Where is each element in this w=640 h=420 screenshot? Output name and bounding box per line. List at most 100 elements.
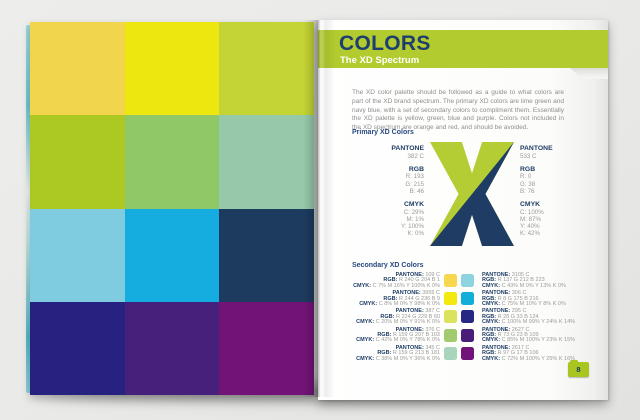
spec-value: 2617 C	[511, 344, 530, 351]
spec-label: PANTONE:	[395, 344, 424, 351]
palette-tile	[124, 208, 220, 302]
palette-tile	[219, 22, 314, 116]
spec-value: R 244 G 236 B 9	[399, 295, 440, 302]
spec-label: CMYK:	[482, 301, 501, 308]
spec-value: R: 193	[405, 173, 424, 181]
primary-spec-navy: PANTONE 533 C RGB R: 0 G: 38 B: 76 CMYK …	[520, 142, 592, 246]
spec-value: M: 87%	[520, 215, 541, 223]
spec-value: C 43% M 0% Y 13% K 0%	[501, 282, 566, 289]
spec-label: RGB	[408, 165, 424, 173]
spec-value: C 38% M 0% Y 36% K 0%	[375, 355, 440, 362]
palette-tile	[219, 301, 314, 395]
spec-value: R: 0	[520, 173, 532, 181]
spec-value: C: 100%	[520, 208, 544, 216]
secondary-spec: PANTONE: 2617 C RGB: R 97 G 17 B 106 CMY…	[482, 344, 592, 362]
spec-value: R 159 G 213 B 181	[392, 350, 440, 357]
secondary-spec: PANTONE: 3955 C RGB: R 244 G 236 B 9 CMY…	[338, 290, 440, 308]
spec-value: G: 215	[405, 180, 424, 188]
spec-value: R 73 G 23 B 109	[497, 332, 539, 339]
spec-value: C 7% M 16% Y 100% K 0%	[372, 282, 440, 289]
xd-x-logo	[430, 142, 514, 246]
spec-label: CMYK	[520, 201, 541, 208]
color-swatch	[444, 292, 457, 306]
spec-label: PANTONE:	[392, 290, 421, 297]
spec-value: B: 76	[520, 187, 535, 195]
spec-value: Y: 40%	[520, 223, 540, 230]
spec-label: CMYK:	[482, 337, 501, 344]
page-title: COLORS	[339, 32, 431, 55]
color-swatch	[461, 292, 474, 306]
spec-value: 2627 C	[511, 326, 530, 333]
spec-label: CMYK	[403, 201, 424, 208]
secondary-colors-heading: Secondary XD Colors	[352, 262, 424, 269]
secondary-color-row: PANTONE: 387 C RGB: R 224 G 229 B 60 CMY…	[338, 309, 606, 325]
spec-label: CMYK:	[482, 282, 501, 289]
secondary-color-row: PANTONE: 345 C RGB: R 159 G 213 B 181 CM…	[338, 344, 606, 362]
palette-tile	[30, 208, 125, 302]
spec-label: RGB:	[482, 332, 497, 339]
palette-tile	[30, 115, 125, 209]
spec-label: CMYK:	[356, 337, 375, 344]
spec-value: 376 C	[425, 326, 440, 333]
spec-label: RGB	[520, 165, 536, 173]
page-stack-edge	[26, 25, 30, 393]
page-number-badge: 8	[568, 359, 589, 377]
color-swatch	[461, 274, 474, 287]
spec-label: PANTONE:	[395, 308, 424, 315]
color-swatch	[461, 328, 474, 342]
spec-label: PANTONE:	[482, 272, 511, 278]
spec-value: R 137 G 212 B 223	[497, 277, 545, 284]
secondary-spec: PANTONE: 345 C RGB: R 159 G 213 B 181 CM…	[338, 344, 440, 362]
spec-value: 387 C	[425, 308, 440, 315]
page-number: 8	[576, 365, 581, 374]
spec-value: R 240 G 204 B 1	[399, 277, 440, 284]
secondary-spec: PANTONE: 109 C RGB: R 240 G 204 B 1 CMYK…	[338, 272, 440, 289]
secondary-spec: PANTONE: 376 C RGB: R 159 G 207 B 103 CM…	[338, 326, 440, 344]
spec-value: C 72% M 100% Y 25% K 16%	[501, 355, 576, 362]
spec-label: RGB:	[377, 332, 392, 339]
primary-colors-block: PANTONE 382 C RGB R: 193 G: 215 B: 46 CM…	[352, 142, 604, 246]
spec-value: C 42% M 0% Y 78% K 0%	[375, 337, 440, 344]
spec-value: 306 C	[511, 290, 527, 297]
primary-spec-green: PANTONE 382 C RGB R: 193 G: 215 B: 46 CM…	[352, 142, 424, 246]
page-subtitle: The XD Spectrum	[340, 55, 420, 66]
spec-label: CMYK:	[356, 319, 375, 326]
spec-value: 345 C	[425, 344, 440, 351]
spec-label: PANTONE:	[482, 326, 511, 333]
right-page: COLORS The XD Spectrum The XD color pale…	[318, 20, 608, 400]
spec-label: PANTONE:	[395, 272, 424, 278]
color-swatch	[444, 346, 457, 360]
spec-value: C: 29%	[403, 208, 424, 216]
spec-label: CMYK:	[482, 319, 501, 326]
spec-label: RGB:	[482, 277, 497, 284]
spec-value: B: 46	[409, 187, 424, 195]
spec-value: R 97 G 17 B 106	[497, 350, 539, 357]
spec-label: CMYK:	[356, 355, 375, 362]
spec-label: PANTONE:	[482, 344, 511, 351]
spec-label: CMYK:	[353, 282, 372, 289]
spec-value: R 159 G 207 B 103	[392, 332, 440, 339]
spec-label: RGB:	[377, 350, 392, 357]
secondary-colors-block: PANTONE: 109 C RGB: R 240 G 204 B 1 CMYK…	[338, 272, 606, 364]
spec-value: 3955 C	[422, 290, 440, 297]
palette-tile	[30, 301, 125, 395]
palette-tile	[30, 22, 125, 116]
spec-value: R 224 G 229 B 60	[395, 313, 440, 320]
spec-label: RGB:	[482, 313, 497, 320]
primary-colors-heading: Primary XD Colors	[352, 129, 414, 136]
spec-value: 3105 C	[511, 272, 530, 278]
spec-label: PANTONE	[520, 145, 553, 152]
left-page	[30, 22, 314, 395]
color-palette-grid	[30, 22, 314, 395]
spec-value: 295 C	[511, 308, 527, 315]
spec-label: CMYK:	[359, 301, 378, 308]
spec-value: R 8 G 175 B 216	[497, 295, 539, 302]
spec-value: R 28 G 33 B 124	[497, 313, 539, 320]
spec-label: RGB:	[482, 350, 497, 357]
header-band-fold	[570, 68, 608, 79]
spec-value: 533 C	[520, 152, 537, 160]
spec-label: RGB:	[383, 295, 398, 302]
spec-label: RGB:	[383, 277, 398, 284]
spec-value: M: 1%	[406, 215, 424, 223]
spec-label: CMYK:	[482, 355, 501, 362]
